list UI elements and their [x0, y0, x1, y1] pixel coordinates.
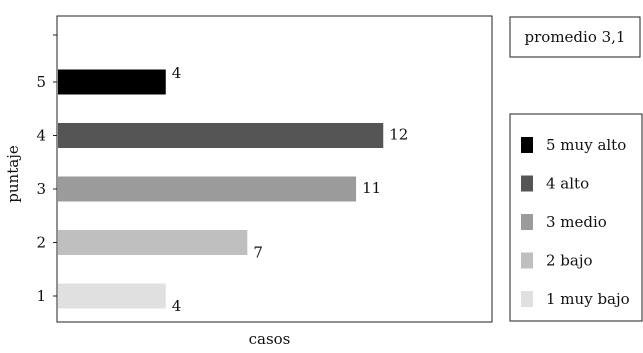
x-axis-label: casos: [249, 330, 291, 348]
legend-label-5: 1 muy bajo: [546, 290, 630, 308]
legend-swatch-3: [521, 214, 533, 230]
y-tick-label-3: 3: [36, 180, 46, 198]
legend-label-1: 5 muy alto: [546, 136, 626, 154]
data-label-3: 11: [362, 179, 381, 197]
data-label-2: 7: [253, 244, 263, 262]
average-box: [509, 16, 641, 58]
legend-label-2: 4 alto: [546, 175, 589, 193]
data-label-5: 4: [172, 64, 182, 82]
legend-label-3: 3 medio: [546, 213, 607, 231]
average-label: promedio 3,1: [525, 28, 626, 46]
legend-swatch-4: [521, 252, 533, 269]
bar-1: [58, 283, 166, 309]
bar-4: [58, 123, 384, 148]
y-tick-label-5: 5: [36, 73, 46, 91]
y-tick-label-4: 4: [36, 127, 46, 145]
plot-frame: [56, 15, 493, 323]
bar-3: [58, 176, 357, 202]
y-tick-label-2: 2: [36, 234, 46, 252]
legend-swatch-5: [521, 291, 533, 307]
legend-swatch-1: [521, 137, 533, 153]
bar-5: [58, 69, 166, 95]
legend-label-4: 2 bajo: [546, 252, 593, 270]
legend-swatch-2: [521, 175, 533, 192]
data-label-1: 4: [172, 297, 182, 315]
bar-2: [58, 230, 248, 255]
y-axis-label: puntaje: [4, 145, 22, 203]
y-tick-label-1: 1: [36, 287, 46, 305]
data-label-4: 12: [389, 126, 408, 144]
